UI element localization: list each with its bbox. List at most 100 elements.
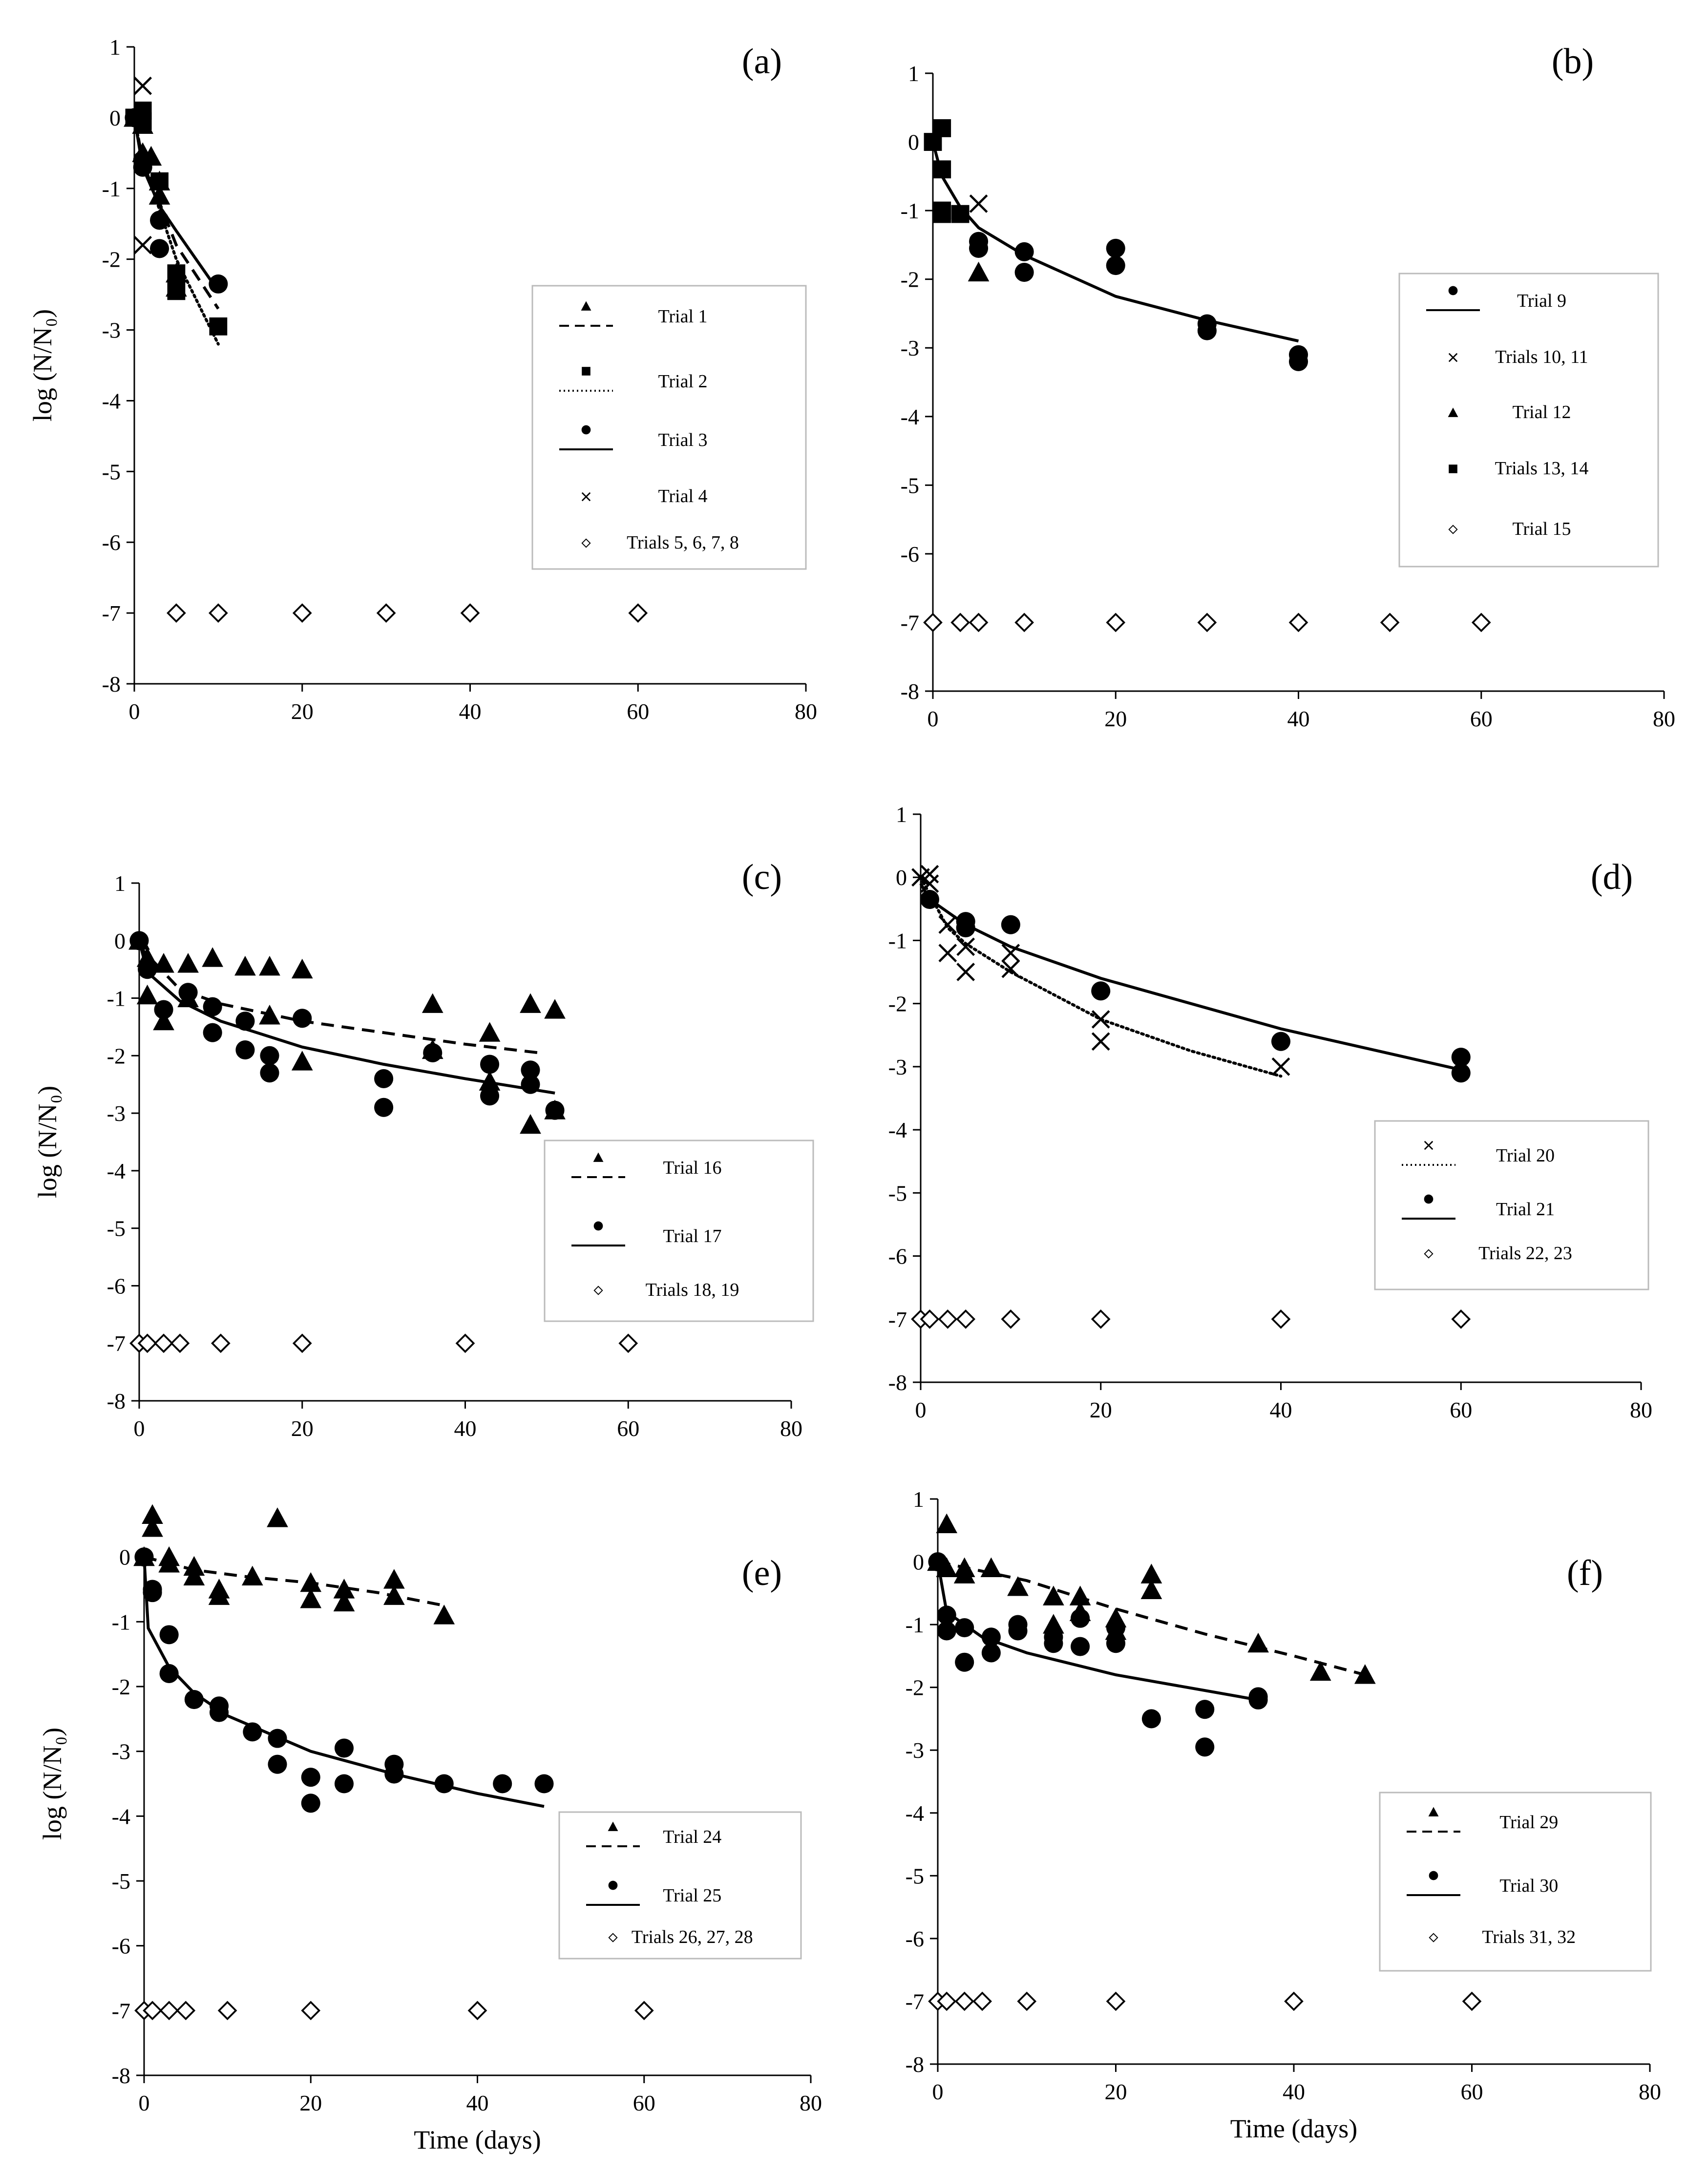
- data-point-series-3: [154, 1333, 173, 1353]
- fit-line-series-1: [138, 945, 539, 1055]
- data-point-series-1: [1271, 1057, 1290, 1076]
- legend-marker: [1424, 1249, 1434, 1259]
- data-point-series-1: [291, 958, 313, 979]
- legend-marker: [608, 1821, 618, 1831]
- legend-marker: [608, 1880, 618, 1890]
- x-tick-label: 20: [1105, 2079, 1127, 2104]
- data-point-series-1: [1354, 1664, 1376, 1684]
- y-axis-label: log (N/N₀): [38, 1728, 67, 1840]
- data-point-series-2: [493, 1774, 512, 1794]
- y-tick-label: -4: [102, 388, 121, 413]
- legend-marker: [1448, 353, 1458, 362]
- chart-panel-1: 0 20 40 60 80 1 0 -1 -2 -3 -4 -5 -6 -7 -8 (a) log (N/N₀)…: [28, 35, 817, 724]
- data-point-series-2: [167, 282, 186, 300]
- legend-label: Trials 5, 6, 7, 8: [627, 532, 739, 553]
- data-point-series-1: [136, 984, 158, 1005]
- data-point-series-3: [937, 1991, 957, 2011]
- data-point-series-1: [333, 1591, 355, 1612]
- data-point-series-4: [133, 76, 152, 95]
- legend-marker: [1449, 464, 1457, 473]
- data-point-series-4: [933, 205, 951, 223]
- data-point-series-5: [1471, 612, 1491, 633]
- y-tick-label: -8: [906, 2052, 924, 2077]
- data-point-series-2: [1248, 1690, 1268, 1710]
- data-point-series-2: [143, 1583, 162, 1603]
- data-point-series-1: [1197, 321, 1217, 340]
- y-tick-label: -7: [102, 601, 121, 626]
- legend-label: Trials 22, 23: [1478, 1243, 1572, 1264]
- panel-label: (d): [1591, 857, 1633, 897]
- y-tick-label: -6: [906, 1926, 924, 1951]
- data-point-series-5: [1106, 612, 1126, 633]
- data-point-series-5: [950, 612, 970, 633]
- data-point-series-2: [956, 918, 975, 938]
- x-axis-label: Time (days): [414, 2125, 541, 2154]
- y-tick-label: -2: [888, 992, 907, 1016]
- chart-panel-3: 0 20 40 60 80 1 0 -1 -2 -3 -4 -5 -6 -7 -8 (c) log (N/N₀)…: [33, 857, 814, 1441]
- data-point-series-3: [1271, 1309, 1291, 1329]
- y-tick-label: -6: [901, 542, 919, 567]
- data-point-series-2: [334, 1738, 354, 1758]
- y-tick-label: 0: [908, 130, 919, 155]
- x-tick-label: 0: [915, 1397, 927, 1422]
- data-point-series-1: [956, 963, 975, 981]
- x-tick-label: 60: [617, 1416, 639, 1441]
- legend-label: Trial 2: [658, 371, 707, 392]
- data-point-series-1: [1014, 242, 1034, 261]
- legend-label: Trial 25: [663, 1885, 721, 1906]
- y-tick-label: -7: [888, 1307, 907, 1332]
- legend-label: Trial 9: [1517, 291, 1566, 311]
- data-point-series-5: [969, 612, 989, 633]
- legend-box: [544, 1140, 814, 1322]
- data-point-series-3: [968, 261, 990, 282]
- data-point-series-3: [150, 239, 169, 258]
- data-point-series-2: [374, 1069, 394, 1088]
- y-tick-label: -4: [906, 1801, 924, 1826]
- panel-label: (b): [1552, 42, 1594, 82]
- data-point-series-1: [259, 1005, 280, 1025]
- x-tick-label: 60: [1470, 706, 1493, 731]
- y-tick-label: 1: [109, 35, 121, 60]
- data-point-series-2: [1071, 1637, 1090, 1656]
- data-point-series-3: [176, 2001, 196, 2021]
- data-point-series-3: [301, 2001, 321, 2021]
- data-point-series-2: [178, 983, 198, 1002]
- x-tick-label: 60: [1450, 1397, 1472, 1422]
- data-point-series-1: [1014, 263, 1034, 282]
- y-tick-label: -5: [901, 473, 919, 498]
- data-point-series-2: [955, 1618, 974, 1638]
- data-point-series-1: [142, 1504, 163, 1524]
- data-point-series-5: [923, 612, 943, 633]
- data-point-series-1: [433, 1604, 455, 1625]
- y-tick-label: -2: [906, 1675, 924, 1700]
- data-point-series-2: [334, 1774, 354, 1794]
- data-point-series-5: [628, 603, 648, 623]
- data-point-series-2: [1091, 981, 1111, 1001]
- data-point-series-1: [1309, 1661, 1331, 1681]
- data-point-series-3: [972, 1991, 992, 2011]
- data-point-series-2: [243, 1722, 262, 1742]
- panel-label: (e): [742, 1553, 782, 1593]
- x-tick-label: 0: [932, 2079, 944, 2104]
- legend-marker: [1424, 1194, 1434, 1204]
- legend-marker: [593, 1286, 603, 1295]
- data-point-series-1: [1043, 1585, 1064, 1605]
- y-tick-label: -2: [107, 1043, 126, 1068]
- y-tick-label: 0: [114, 929, 126, 953]
- legend-label: Trials 13, 14: [1495, 458, 1589, 479]
- y-tick-label: -7: [107, 1331, 126, 1356]
- data-point-series-1: [142, 1517, 163, 1537]
- data-point-series-3: [467, 2001, 487, 2021]
- x-tick-label: 60: [627, 699, 649, 724]
- legend-marker: [1448, 525, 1458, 534]
- data-point-series-1: [148, 185, 170, 205]
- x-tick-label: 40: [459, 699, 482, 724]
- x-tick-label: 60: [633, 2090, 655, 2115]
- data-point-series-2: [260, 1046, 279, 1065]
- y-tick-label: -1: [901, 198, 919, 223]
- legend-label: Trial 30: [1499, 1876, 1558, 1896]
- y-tick-label: -5: [102, 459, 121, 484]
- data-point-series-2: [260, 1063, 279, 1083]
- data-point-series-5: [1014, 612, 1034, 633]
